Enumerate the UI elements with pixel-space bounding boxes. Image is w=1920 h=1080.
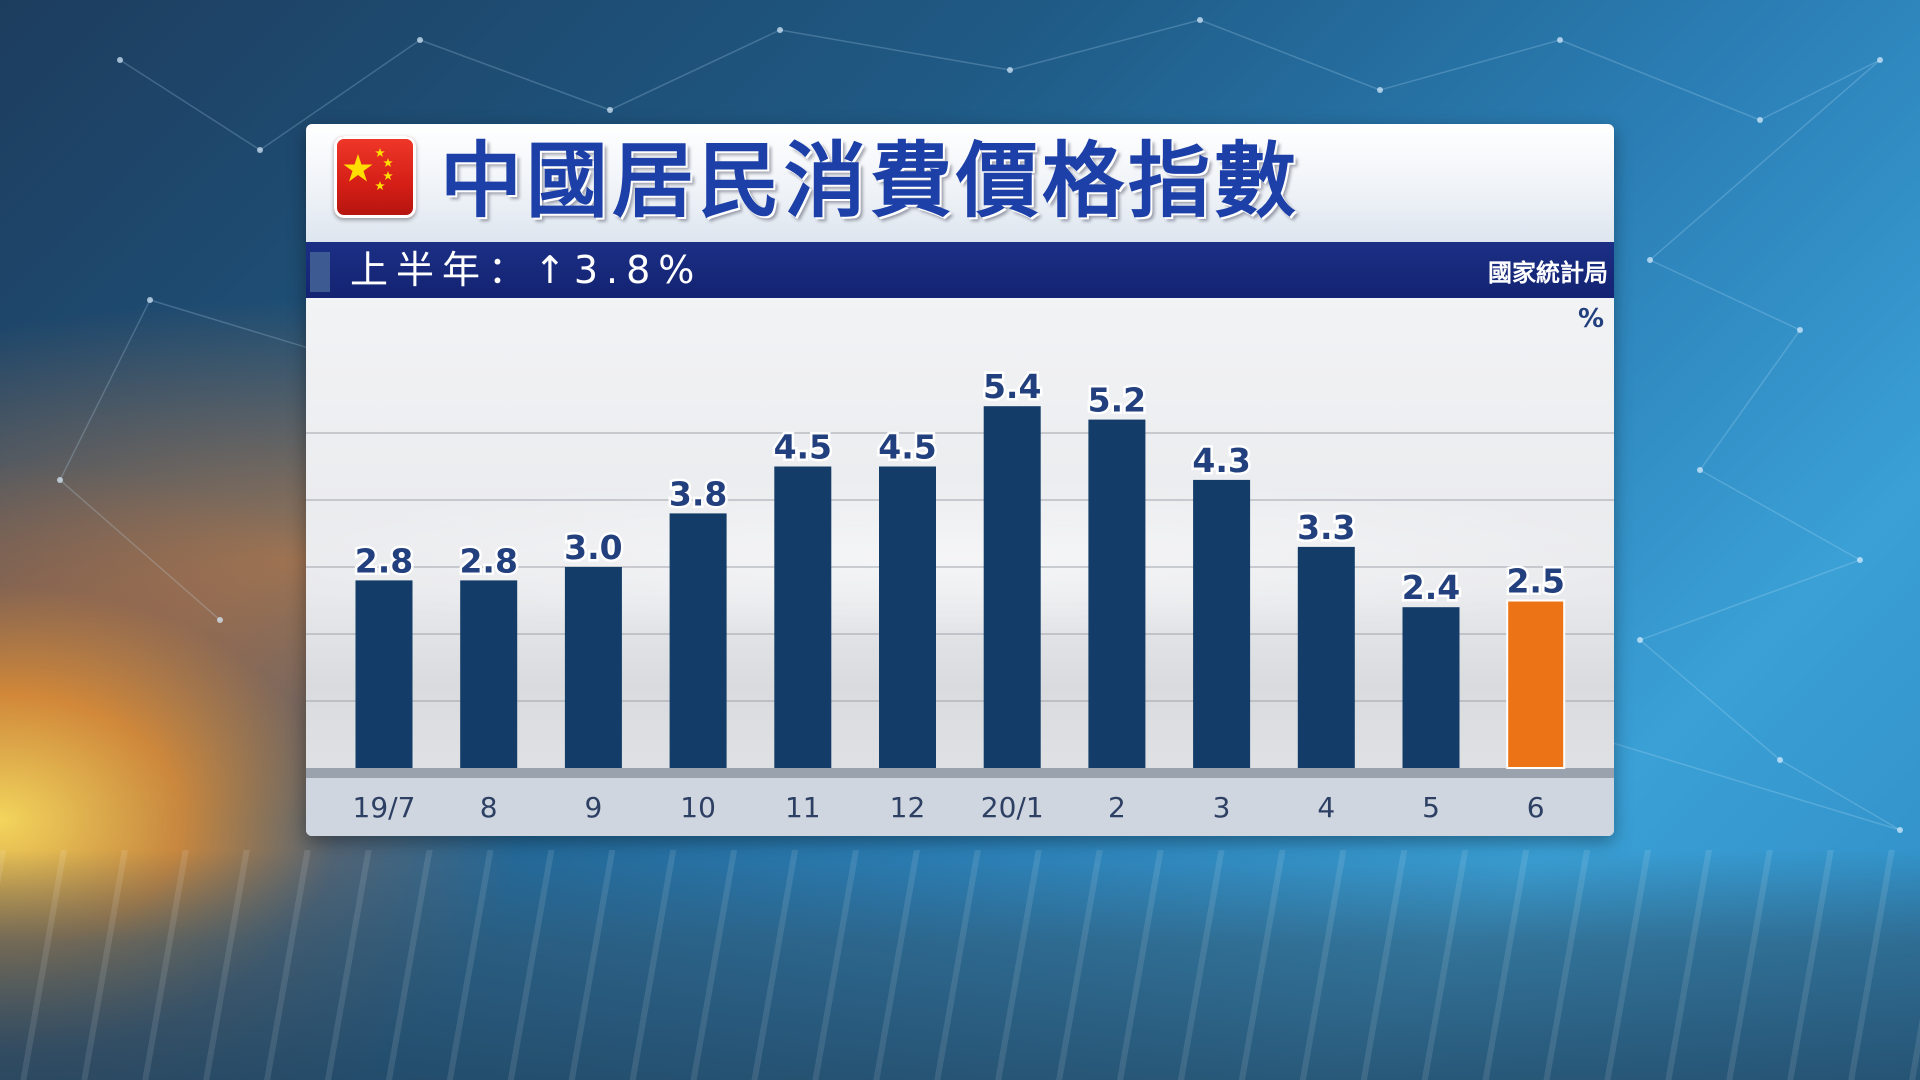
network-node	[777, 27, 783, 33]
x-tick-label: 5	[1422, 791, 1440, 824]
x-tick-label: 20/1	[981, 791, 1044, 824]
bar-10	[669, 513, 727, 768]
bar-chart: 2.8 19/7 2.8 8 3.0 9 3.8 10 4.5 11 4.5 12 5.4 20/1 5.2…	[306, 365, 1614, 836]
subtitle-accent	[310, 252, 330, 292]
network-line	[1379, 39, 1561, 91]
network-line	[1699, 469, 1861, 561]
network-line	[259, 39, 421, 151]
subtitle-bar: 上半年：↑3.8% 國家統計局	[306, 242, 1614, 298]
x-tick-label: 10	[680, 791, 716, 824]
background-floor	[0, 850, 1920, 1080]
network-node	[417, 37, 423, 43]
network-node	[1697, 467, 1703, 473]
plot-area: % 2.8 19/7 2.8 8 3.0 9 3.8 10 4.5 11 4.5 12 5.4 20/1 5…	[306, 298, 1614, 836]
bar-9	[564, 567, 622, 768]
network-node	[607, 107, 613, 113]
baseline	[306, 768, 1614, 778]
category-axis-strip	[306, 778, 1614, 836]
bar-19/7	[355, 580, 413, 768]
network-line	[419, 39, 611, 111]
x-tick-label: 2	[1108, 791, 1126, 824]
network-node	[1557, 37, 1563, 43]
x-tick-label: 9	[584, 791, 602, 824]
network-line	[1639, 559, 1861, 641]
data-label: 5.2	[1088, 381, 1146, 420]
network-node	[1877, 57, 1883, 63]
network-node	[257, 147, 263, 153]
network-line	[1559, 39, 1761, 121]
network-node	[1647, 257, 1653, 263]
chart-title: 中國居民消費價格指數	[440, 134, 1301, 229]
network-node	[1777, 757, 1783, 763]
x-tick-label: 4	[1317, 791, 1335, 824]
data-label: 5.4	[983, 367, 1041, 406]
unit-label: %	[1577, 304, 1604, 334]
bar-5	[1402, 607, 1460, 768]
network-line	[119, 59, 261, 151]
network-node	[1757, 117, 1763, 123]
network-line	[1199, 19, 1381, 91]
bar-3	[1193, 479, 1251, 768]
network-line	[59, 479, 221, 621]
network-line	[1649, 59, 1881, 261]
data-label: 3.3	[1297, 508, 1355, 547]
data-label: 2.4	[1402, 568, 1460, 607]
network-node	[1197, 17, 1203, 23]
network-line	[1759, 59, 1881, 121]
bar-4	[1297, 546, 1355, 768]
network-node	[57, 477, 63, 483]
x-tick-label: 6	[1527, 791, 1545, 824]
network-node	[1897, 827, 1903, 833]
title-bar: 中國居民消費價格指數	[306, 124, 1614, 242]
data-label: 2.8	[355, 541, 413, 580]
data-label: 3.0	[564, 528, 622, 567]
network-node	[1857, 557, 1863, 563]
network-line	[779, 29, 1011, 71]
network-line	[1009, 19, 1201, 71]
china-flag-icon	[334, 136, 416, 218]
bar-11	[774, 466, 832, 768]
network-node	[1637, 637, 1643, 643]
chart-panel: 中國居民消費價格指數 上半年：↑3.8% 國家統計局 % 2.8 19/7 2.8 8…	[306, 124, 1614, 836]
x-tick-label: 8	[480, 791, 498, 824]
network-line	[1779, 759, 1901, 831]
data-label: 3.8	[669, 474, 727, 513]
x-tick-label: 3	[1213, 791, 1231, 824]
data-source: 國家統計局	[1488, 259, 1608, 287]
network-line	[1649, 259, 1801, 331]
network-node	[217, 617, 223, 623]
data-label: 4.5	[878, 428, 936, 467]
x-tick-label: 19/7	[353, 791, 416, 824]
bar-12	[879, 466, 936, 768]
data-label: 2.8	[459, 541, 517, 580]
bar-6	[1506, 599, 1566, 769]
network-node	[1007, 67, 1013, 73]
bar-8	[460, 580, 518, 768]
network-line	[1639, 639, 1781, 761]
network-line	[609, 29, 781, 111]
x-tick-label: 12	[890, 791, 926, 824]
network-line	[1699, 329, 1801, 471]
bar-2	[1088, 419, 1146, 768]
data-label: 4.3	[1192, 441, 1250, 480]
network-node	[1797, 327, 1803, 333]
chart-subtitle: 上半年：↑3.8%	[350, 248, 703, 292]
data-label: 2.5	[1506, 562, 1564, 601]
x-tick-label: 11	[785, 791, 821, 824]
network-node	[147, 297, 153, 303]
bar-20/1	[983, 406, 1041, 768]
network-line	[59, 299, 151, 481]
network-node	[117, 57, 123, 63]
network-node	[1377, 87, 1383, 93]
data-label: 4.5	[774, 428, 832, 467]
